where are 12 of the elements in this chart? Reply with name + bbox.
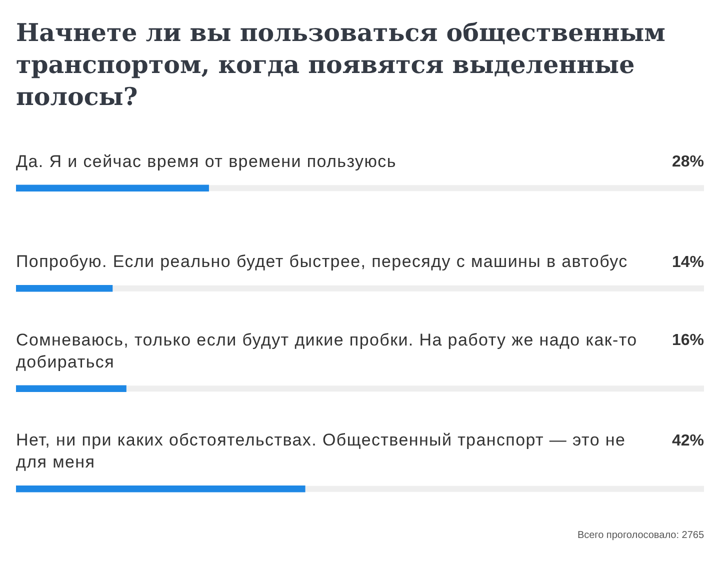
y-tick-label: Да. Я и сейчас время от времени пользуюсь <box>16 152 396 171</box>
data-label: 42% <box>672 432 704 450</box>
y-tick-label: Попробую. Если реально будет быстрее, пересяду с машины в автобус <box>16 252 628 272</box>
y-tick-label: Нет, ни при каких обстоятельствах. Общественный транспорт — это не для меня <box>16 430 626 472</box>
data-label: 14% <box>672 254 704 271</box>
bar <box>16 285 113 292</box>
chart-title: Начнете ли вы пользоваться общественным транспортом, когда появятся выделенные полосы? <box>16 17 666 113</box>
bar <box>16 385 126 392</box>
data-label: 28% <box>672 154 704 171</box>
data-label: 16% <box>672 332 704 350</box>
y-tick-label: Сомневаюсь, только если будут дикие пробки. На работу же надо как-то добираться <box>16 330 638 372</box>
text: Всего проголосовало: 2765 <box>577 530 704 541</box>
